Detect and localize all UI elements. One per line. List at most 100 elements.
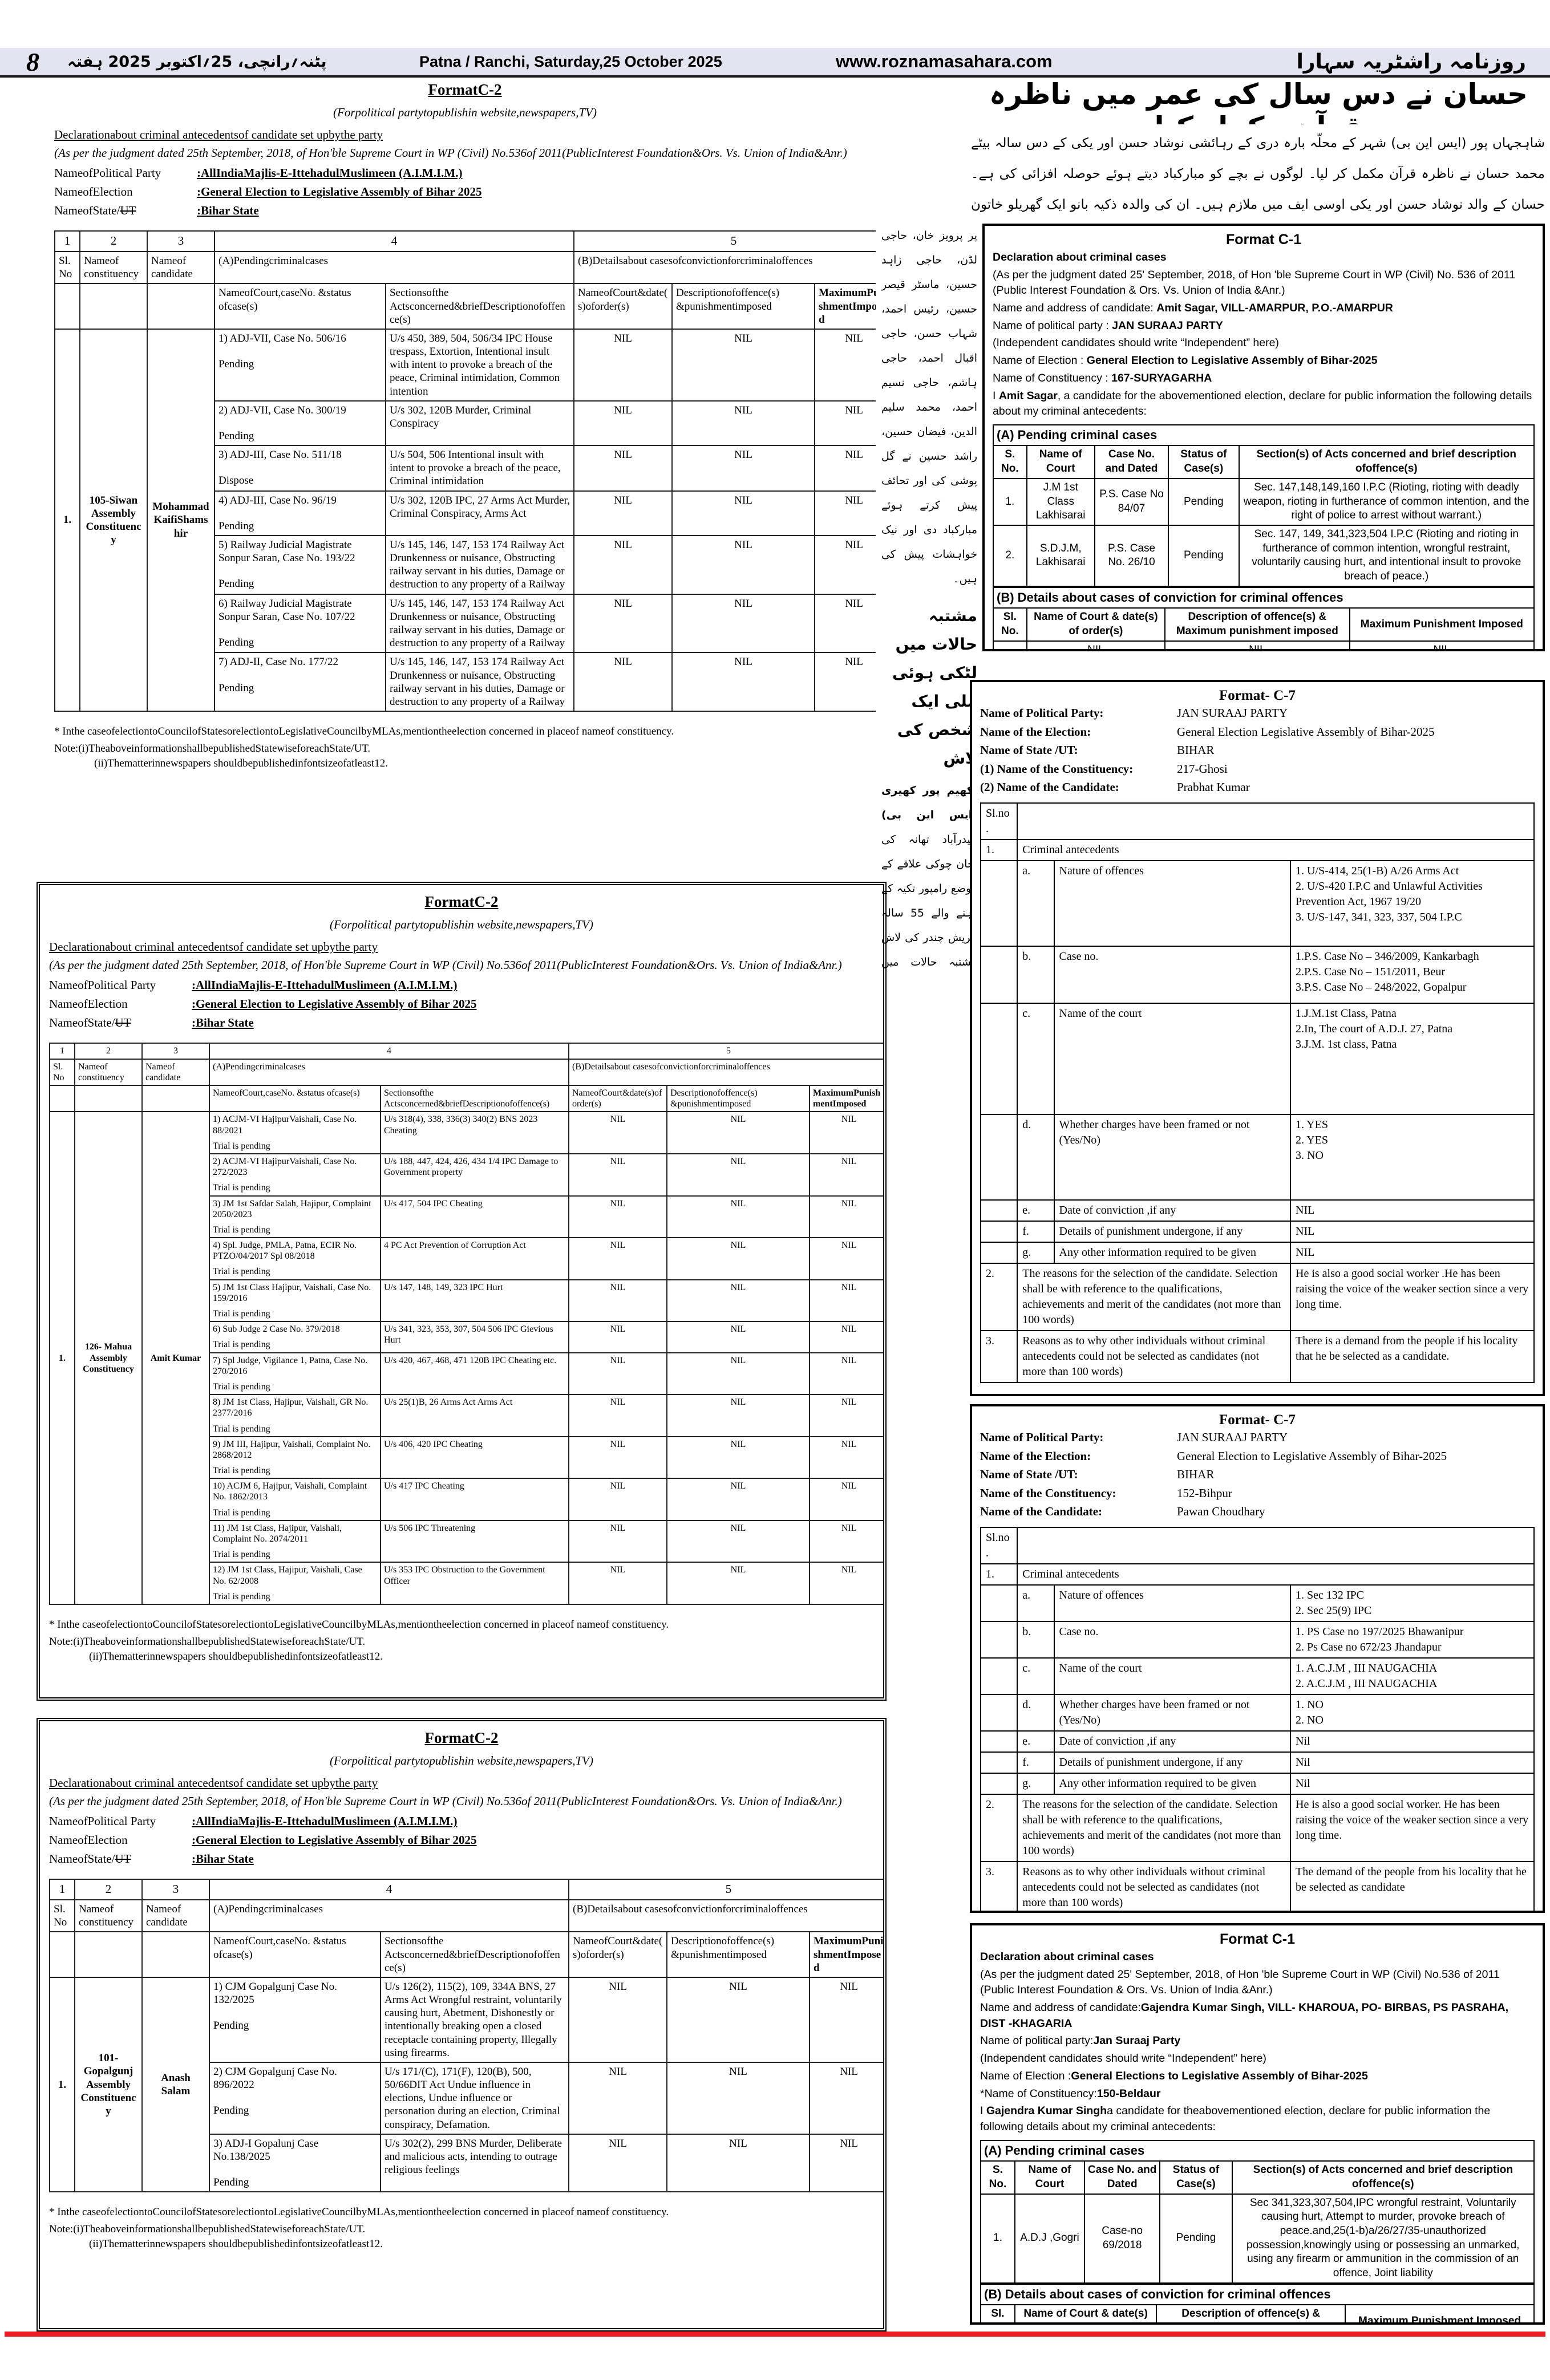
- conviction-nil-cell: NIL: [671, 490, 815, 536]
- conviction-nil-cell: NIL: [666, 1237, 810, 1280]
- sections-cell: U/s 25(1)B, 26 Arms Act Arms Act: [380, 1394, 569, 1437]
- conviction-nil-cell: NIL: [568, 2061, 667, 2135]
- section-a-title: (A) Pending criminal cases: [993, 424, 1535, 447]
- party-label: NameofPolitical Party: [54, 166, 161, 180]
- candidate-cell: Mohammad KaifiShamshir: [147, 328, 215, 712]
- sections-cell: U/s 145, 146, 147, 153 174 Railway Act D…: [385, 593, 574, 654]
- field-value: General Election to Legislative Assembly…: [1177, 1449, 1447, 1463]
- case-status: Trial is pending: [213, 1340, 270, 1350]
- item-value: NIL: [1290, 1220, 1535, 1243]
- conviction-nil-cell: NIL: [814, 328, 876, 402]
- header-pending-cases: (A)Pendingcriminalcases: [214, 251, 574, 285]
- sections-cell: U/s 450, 389, 504, 506/34 IPC House tres…: [385, 328, 574, 402]
- reasons-others-row: 3. Reasons as to why other individuals wi…: [980, 1329, 1535, 1383]
- criminal-cases-table: 1 2 3 4 5 Sl. No Nameof constituency Nameof can…: [54, 230, 876, 712]
- footnotes: * Inthe caseofelectiontoCouncilofStateso…: [54, 725, 876, 770]
- note-i: Note:(i)Theaboveinformationshallbepublis…: [54, 743, 371, 755]
- col-num: 2: [79, 230, 148, 253]
- court-name: 12) JM 1st Class, Hajipur, Vaishali, Cas…: [213, 1565, 362, 1586]
- case-status: Trial is pending: [213, 1141, 270, 1151]
- item-blank: [980, 1620, 1018, 1659]
- conviction-cell: NIL: [1349, 640, 1535, 649]
- spacer: [49, 1931, 75, 1978]
- case-status: Trial is pending: [213, 1507, 270, 1518]
- field-value: JAN SURAAJ PARTY: [1177, 706, 1288, 720]
- court-name: 11) JM 1st Class, Hajipur, Vaishali, Com…: [213, 1523, 342, 1544]
- case-row: 1. 105-Siwan Assembly Constituency Mohamma…: [54, 328, 876, 712]
- criminal-cases-table: 1 2 3 4 5 Sl. No Nameof constituency Nameof can…: [49, 1879, 883, 2193]
- election-line: Name of Election : General Election to L…: [993, 353, 1535, 369]
- election-value: :General Election to Legislative Assembl…: [192, 1833, 477, 1847]
- election-line: Name of Election :General Elections to L…: [980, 2069, 1535, 2085]
- b-h-slno: Sl. No.: [993, 607, 1027, 642]
- pending-case-cell: Sec. 147,148,149,160 I.P.C (Rioting, rio…: [1238, 477, 1535, 526]
- court-name: 3) ADJ-III, Case No. 511/18: [218, 449, 342, 461]
- header-candidate: Nameof candidate: [147, 251, 215, 285]
- item-label: Case no.: [1053, 1620, 1292, 1659]
- candidate-cell: Amit Kumar: [141, 1111, 210, 1605]
- header-field: Name of State /UT: BIHAR: [980, 741, 1535, 760]
- conviction-nil-cell: NIL: [666, 1195, 810, 1239]
- sections-cell: U/s 302(2), 299 BNS Murder, Deliberate a…: [380, 2133, 569, 2193]
- urdu-headline: حسان نے دس سال کی عمر میں ناظرہ قرآن مکم…: [989, 78, 1528, 124]
- court-case-cell: 3) JM 1st Safdar Salah, Hajipur, Complai…: [209, 1195, 381, 1239]
- sections-cell: U/s 506 IPC Threatening: [380, 1519, 569, 1563]
- pending-case-cell: 1.: [993, 477, 1027, 526]
- conviction-cell: NIL: [1164, 640, 1350, 649]
- note-i: Note:(i)Theaboveinformationshallbepublis…: [49, 2223, 366, 2236]
- row-label: Reasons as to why other individuals with…: [1017, 1860, 1292, 1911]
- conviction-nil-cell: NIL: [666, 1111, 810, 1154]
- item-label: Name of the court: [1053, 1002, 1292, 1115]
- subheader-desc-b: Descriptionofoffence(s) &punishmentimpos…: [671, 283, 815, 330]
- party-line: NameofPolitical Party:AllIndiaMajlis-E-I…: [49, 978, 874, 992]
- b-h-max: Maximum Punishment Imposed: [1349, 607, 1535, 642]
- a-h-case: Case No. and Dated: [1094, 445, 1169, 479]
- pending-cases-table: (A) Pending criminal cases S. No. Name of …: [980, 2139, 1535, 2284]
- conviction-nil-cell: NIL: [568, 1352, 667, 1396]
- format-c1-suryagarha: Format C-1 Declaration about criminal cas…: [982, 224, 1545, 651]
- conviction-row: NIL NIL NIL: [993, 640, 1535, 649]
- item-value: Nil: [1290, 1751, 1535, 1774]
- a-h-court: Name of Court: [1026, 445, 1095, 479]
- conviction-nil-cell: NIL: [666, 1153, 810, 1197]
- item-blank: [980, 945, 1018, 1004]
- field-label: Name of the Election:: [980, 1449, 1091, 1463]
- conviction-nil-cell: NIL: [573, 490, 673, 536]
- a-h-sections: Section(s) of Acts concerned and brief d…: [1231, 2160, 1535, 2195]
- conviction-nil-cell: NIL: [808, 1352, 883, 1396]
- header-conviction-cases: (B)Detailsabout casesofconvictionforcrim…: [568, 1058, 883, 1086]
- section-a-title: (A) Pending criminal cases: [980, 2139, 1535, 2162]
- header-field: Name of Political Party: JAN SURAAJ PARTY: [980, 704, 1535, 723]
- header-pending-cases: (A)Pendingcriminalcases: [209, 1899, 569, 1933]
- state-line: NameofState/UT:Bihar State: [49, 1016, 874, 1030]
- antecedent-item-row: a. Nature of offences 1. Sec 132 IPC 2. Se…: [980, 1584, 1535, 1622]
- bottom-red-rule: [5, 2332, 1545, 2337]
- item-key: b.: [1017, 1620, 1055, 1659]
- spacer: [54, 283, 80, 330]
- row-value: The demand of the people from his locali…: [1290, 1860, 1535, 1911]
- conviction-nil-cell: NIL: [808, 1237, 883, 1280]
- subheader-sections: Sectionsofthe Actsconcerned&briefDescrip…: [380, 1931, 569, 1978]
- party-value: :AllIndiaMajlis-E-IttehadulMuslimeen (A.…: [197, 166, 463, 180]
- state-value: :Bihar State: [192, 1016, 254, 1030]
- court-name: 2) ACJM-VI HajipurVaishali, Case No. 272…: [213, 1156, 357, 1178]
- sections-cell: U/s 126(2), 115(2), 109, 334A BNS, 27 Ar…: [380, 1976, 569, 2063]
- conviction-nil-cell: NIL: [568, 1562, 667, 1605]
- reasons-selection-row: 2. The reasons for the selection of the c…: [980, 1262, 1535, 1331]
- election-label: Name of Election :: [980, 2069, 1071, 2082]
- col-num: 3: [147, 230, 215, 253]
- col-num: 1: [49, 1879, 75, 1901]
- header-slno: Sl. No: [54, 251, 80, 285]
- court-case-cell: 7) ADJ-II, Case No. 177/22 Pending: [214, 652, 386, 712]
- declaration-line: Declarationabout criminal antecedentsof …: [49, 940, 378, 954]
- conviction-nil-cell: NIL: [568, 1279, 667, 1323]
- sections-cell: U/s 188, 447, 424, 426, 434 1/4 IPC Dama…: [380, 1153, 569, 1197]
- court-case-cell: 8) JM 1st Class, Hajipur, Vaishali, GR N…: [209, 1394, 381, 1437]
- b-h-slno: Sl. No.: [980, 2304, 1015, 2322]
- case-status: Pending: [218, 682, 254, 694]
- subheader-sections: Sectionsofthe Actsconcerned&briefDescrip…: [385, 283, 574, 330]
- pending-case-cell: Sec 341,323,307,504,IPC wrongful restrai…: [1231, 2193, 1535, 2284]
- conviction-nil-cell: NIL: [666, 1394, 810, 1437]
- item-key: f.: [1017, 1220, 1055, 1243]
